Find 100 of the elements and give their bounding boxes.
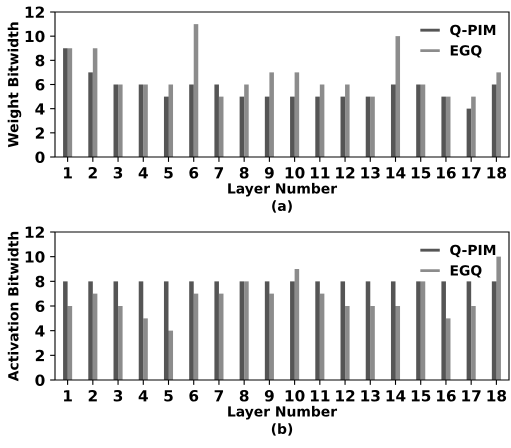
x-tick-label: 13 (361, 390, 380, 402)
bar (168, 330, 174, 380)
bar (390, 84, 396, 157)
bar (92, 48, 98, 157)
x-axis-title: Layer Number (228, 182, 338, 196)
bar (244, 281, 249, 380)
x-tick-label: 14 (386, 390, 406, 402)
y-axis-title: Activation Bitwidth (8, 232, 19, 382)
x-tick-label: 2 (88, 390, 97, 402)
x-tick-label: 6 (189, 390, 198, 402)
bar (269, 72, 274, 157)
bar (420, 281, 426, 380)
y-tick-label: 10 (26, 30, 45, 42)
bar (441, 281, 446, 380)
x-tick-label: 15 (412, 390, 430, 402)
y-tick-label: 2 (36, 127, 44, 139)
bar (138, 281, 144, 380)
x-tick-label: 16 (437, 167, 456, 179)
bar (466, 281, 472, 380)
y-tick-label: 4 (35, 325, 45, 336)
bar (63, 48, 68, 157)
bar (189, 84, 194, 157)
bar (345, 84, 350, 157)
bar (441, 96, 446, 157)
y-axis-title: Weight Bitwidth (8, 22, 22, 148)
bar (244, 84, 249, 157)
bar (218, 294, 224, 380)
bar (218, 96, 224, 157)
bar (294, 269, 300, 380)
bar (114, 281, 118, 380)
bar (340, 281, 346, 380)
legend-label: EGQ (450, 45, 482, 58)
y-tick-label: 4 (35, 103, 45, 114)
x-tick-label: 10 (286, 166, 305, 179)
bar (264, 96, 270, 157)
bar (264, 281, 270, 380)
y-tick-label: 6 (36, 78, 44, 91)
bar (446, 96, 450, 157)
bar (396, 306, 400, 380)
x-tick-label: 16 (437, 390, 456, 402)
x-tick-label: 1 (64, 390, 72, 402)
text: (a) (272, 200, 292, 213)
bar (345, 306, 350, 380)
bar (320, 84, 324, 157)
bar (370, 96, 375, 157)
y-tick-label: 6 (36, 300, 44, 312)
y-tick-label: 0 (35, 374, 45, 386)
bar (366, 96, 370, 157)
x-tick-label: 10 (286, 390, 305, 402)
x-tick-label: 5 (164, 167, 173, 179)
bar (416, 84, 421, 157)
x-tick-label: 5 (164, 390, 173, 402)
x-tick-label: 8 (240, 390, 249, 402)
x-tick-label: 9 (264, 167, 274, 179)
bar (496, 256, 501, 380)
x-tick-label: 14 (386, 167, 406, 178)
bar (88, 72, 93, 157)
bar (340, 96, 346, 157)
bar (492, 84, 496, 157)
x-tick-label: 3 (114, 390, 122, 402)
bar (320, 294, 324, 380)
y-tick-label: 8 (36, 276, 44, 288)
bar (164, 281, 168, 380)
x-tick-label: 11 (310, 390, 330, 402)
bar (194, 294, 198, 380)
bar (63, 281, 68, 380)
bar (143, 84, 148, 157)
bar (68, 306, 72, 380)
bar (240, 96, 244, 157)
bar (214, 281, 219, 380)
bar (446, 318, 450, 380)
x-tick-label: 13 (361, 166, 380, 179)
x-tick-label: 18 (487, 166, 506, 179)
y-tick-label: 12 (26, 226, 44, 238)
text: (b) (272, 423, 292, 436)
x-tick-label: 4 (138, 390, 148, 402)
x-tick-label: 18 (487, 390, 506, 402)
x-tick-label: 7 (214, 390, 224, 402)
bar (88, 281, 93, 380)
bar (496, 72, 501, 157)
x-tick-label: 1 (64, 167, 72, 178)
bar (290, 281, 295, 380)
bar (471, 96, 476, 157)
bar (370, 306, 375, 380)
bar (315, 281, 320, 380)
y-tick-label: 8 (36, 54, 44, 66)
y-tick-label: 12 (26, 6, 44, 18)
y-tick-label: 10 (26, 251, 45, 263)
y-tick-label: 0 (35, 151, 45, 164)
bar (240, 281, 244, 380)
x-tick-label: 9 (264, 390, 274, 402)
bar (396, 36, 400, 157)
x-tick-label: 4 (138, 167, 148, 178)
bar (143, 318, 148, 380)
bar (164, 96, 168, 157)
bar (214, 84, 219, 157)
legend-label: Q-PIM (450, 24, 496, 38)
bar (118, 84, 123, 157)
legend-label: Q-PIM (450, 244, 496, 258)
bar (189, 281, 194, 380)
